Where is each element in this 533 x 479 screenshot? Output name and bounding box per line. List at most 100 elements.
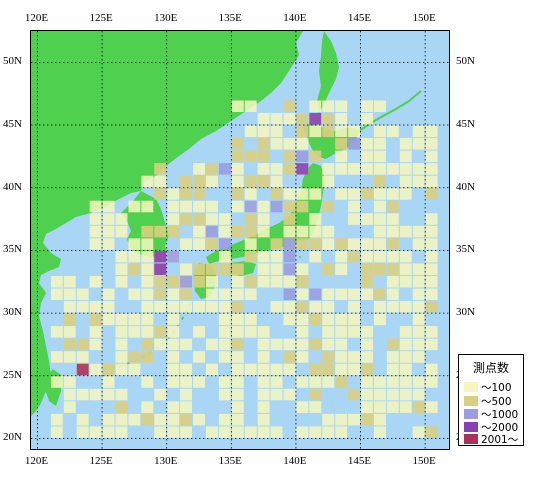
station-cell[interactable] <box>180 388 193 401</box>
station-cell[interactable] <box>141 326 154 338</box>
station-cell[interactable] <box>205 288 218 301</box>
station-cell[interactable] <box>399 363 412 376</box>
station-cell[interactable] <box>218 413 231 426</box>
station-cell[interactable] <box>348 301 361 313</box>
station-cell[interactable] <box>425 426 438 438</box>
station-cell[interactable] <box>386 263 399 275</box>
station-cell[interactable] <box>386 125 399 138</box>
station-cell[interactable] <box>180 301 193 313</box>
station-cell[interactable] <box>373 175 386 188</box>
station-cell[interactable] <box>141 313 154 326</box>
station-cell[interactable] <box>322 238 335 250</box>
station-cell[interactable] <box>115 426 128 438</box>
station-cell[interactable] <box>218 313 231 326</box>
station-cell[interactable] <box>167 213 180 225</box>
station-cell[interactable] <box>412 338 425 351</box>
station-cell[interactable] <box>180 263 193 275</box>
station-cell[interactable] <box>218 326 231 338</box>
station-cell[interactable] <box>270 112 283 125</box>
station-cell[interactable] <box>361 250 373 263</box>
station-cell[interactable] <box>270 275 283 288</box>
station-cell[interactable] <box>193 413 205 426</box>
station-cell[interactable] <box>128 263 141 275</box>
station-cell[interactable] <box>270 388 283 401</box>
station-cell[interactable] <box>218 250 231 263</box>
station-cell[interactable] <box>270 175 283 188</box>
station-cell[interactable] <box>399 250 412 263</box>
station-cell[interactable] <box>167 275 180 288</box>
station-cell[interactable] <box>231 263 244 275</box>
station-cell[interactable] <box>283 100 296 112</box>
station-cell[interactable] <box>257 413 270 426</box>
station-cell[interactable] <box>412 175 425 188</box>
station-cell[interactable] <box>167 413 180 426</box>
station-cell[interactable] <box>412 125 425 138</box>
station-cell[interactable] <box>348 188 361 200</box>
station-cell[interactable] <box>205 163 218 175</box>
station-cell[interactable] <box>309 238 322 250</box>
station-cell[interactable] <box>399 351 412 363</box>
station-cell[interactable] <box>141 263 154 275</box>
station-cell[interactable] <box>141 238 154 250</box>
station-cell[interactable] <box>322 100 335 112</box>
station-cell[interactable] <box>115 326 128 338</box>
station-cell[interactable] <box>115 363 128 376</box>
station-cell[interactable] <box>89 326 102 338</box>
station-cell[interactable] <box>102 213 115 225</box>
station-cell[interactable] <box>218 388 231 401</box>
station-cell[interactable] <box>102 413 115 426</box>
station-cell[interactable] <box>296 301 309 313</box>
station-cell[interactable] <box>361 263 373 275</box>
station-cell[interactable] <box>193 213 205 225</box>
station-cell[interactable] <box>231 100 244 112</box>
station-cell[interactable] <box>76 288 89 301</box>
station-cell[interactable] <box>180 288 193 301</box>
station-cell[interactable] <box>180 413 193 426</box>
station-cell[interactable] <box>141 338 154 351</box>
station-cell[interactable] <box>231 338 244 351</box>
station-cell[interactable] <box>425 250 438 263</box>
station-cell[interactable] <box>361 163 373 175</box>
station-cell[interactable] <box>348 413 361 426</box>
station-cell[interactable] <box>348 125 361 138</box>
station-cell[interactable] <box>128 413 141 426</box>
station-cell[interactable] <box>361 351 373 363</box>
station-cell[interactable] <box>296 275 309 288</box>
station-cell[interactable] <box>205 263 218 275</box>
station-cell[interactable] <box>180 238 193 250</box>
station-cell[interactable] <box>335 150 348 163</box>
station-cell[interactable] <box>386 213 399 225</box>
station-cell[interactable] <box>167 401 180 413</box>
station-cell[interactable] <box>348 288 361 301</box>
station-cell[interactable] <box>335 288 348 301</box>
station-cell[interactable] <box>128 363 141 376</box>
station-cell[interactable] <box>322 163 335 175</box>
station-cell[interactable] <box>283 263 296 275</box>
station-cell[interactable] <box>218 163 231 175</box>
station-cell[interactable] <box>425 213 438 225</box>
station-cell[interactable] <box>115 275 128 288</box>
station-cell[interactable] <box>386 351 399 363</box>
station-cell[interactable] <box>115 263 128 275</box>
station-cell[interactable] <box>296 326 309 338</box>
station-cell[interactable] <box>244 326 257 338</box>
station-cell[interactable] <box>205 338 218 351</box>
station-cell[interactable] <box>167 313 180 326</box>
station-cell[interactable] <box>167 188 180 200</box>
station-cell[interactable] <box>335 238 348 250</box>
station-cell[interactable] <box>231 313 244 326</box>
station-cell[interactable] <box>309 125 322 138</box>
station-cell[interactable] <box>167 426 180 438</box>
station-cell[interactable] <box>425 363 438 376</box>
station-cell[interactable] <box>335 250 348 263</box>
station-cell[interactable] <box>335 351 348 363</box>
station-cell[interactable] <box>167 225 180 238</box>
station-cell[interactable] <box>399 376 412 388</box>
station-cell[interactable] <box>373 200 386 213</box>
station-cell[interactable] <box>270 338 283 351</box>
station-cell[interactable] <box>218 288 231 301</box>
station-cell[interactable] <box>373 413 386 426</box>
station-cell[interactable] <box>244 238 257 250</box>
station-cell[interactable] <box>180 426 193 438</box>
station-cell[interactable] <box>193 175 205 188</box>
